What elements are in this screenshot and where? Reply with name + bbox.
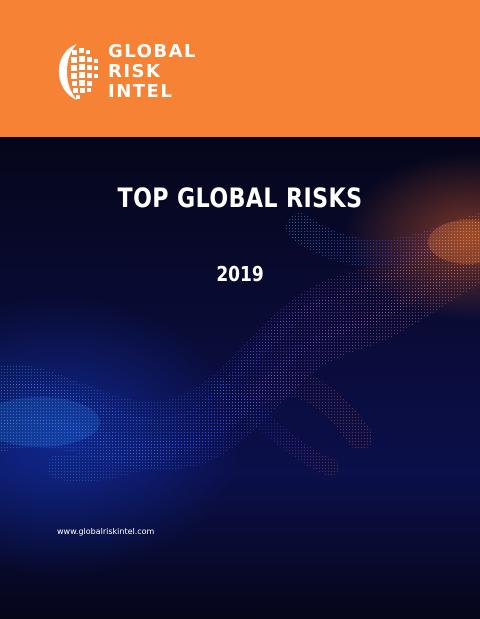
globe-grid-icon <box>58 44 98 100</box>
report-year: 2019 <box>216 262 264 286</box>
header-band: GLOBAL RISK INTEL <box>0 0 480 137</box>
brand-line-intel: INTEL <box>108 81 174 102</box>
brand-line-risk: RISK <box>108 61 162 82</box>
report-title: TOP GLOBAL RISKS <box>117 183 363 214</box>
brand-line-global: GLOBAL <box>108 41 198 62</box>
particle-wave-graphic <box>0 213 480 482</box>
brand-wordmark: GLOBAL RISK INTEL <box>108 42 197 102</box>
website-link[interactable]: www.globalriskintel.com <box>57 527 155 536</box>
